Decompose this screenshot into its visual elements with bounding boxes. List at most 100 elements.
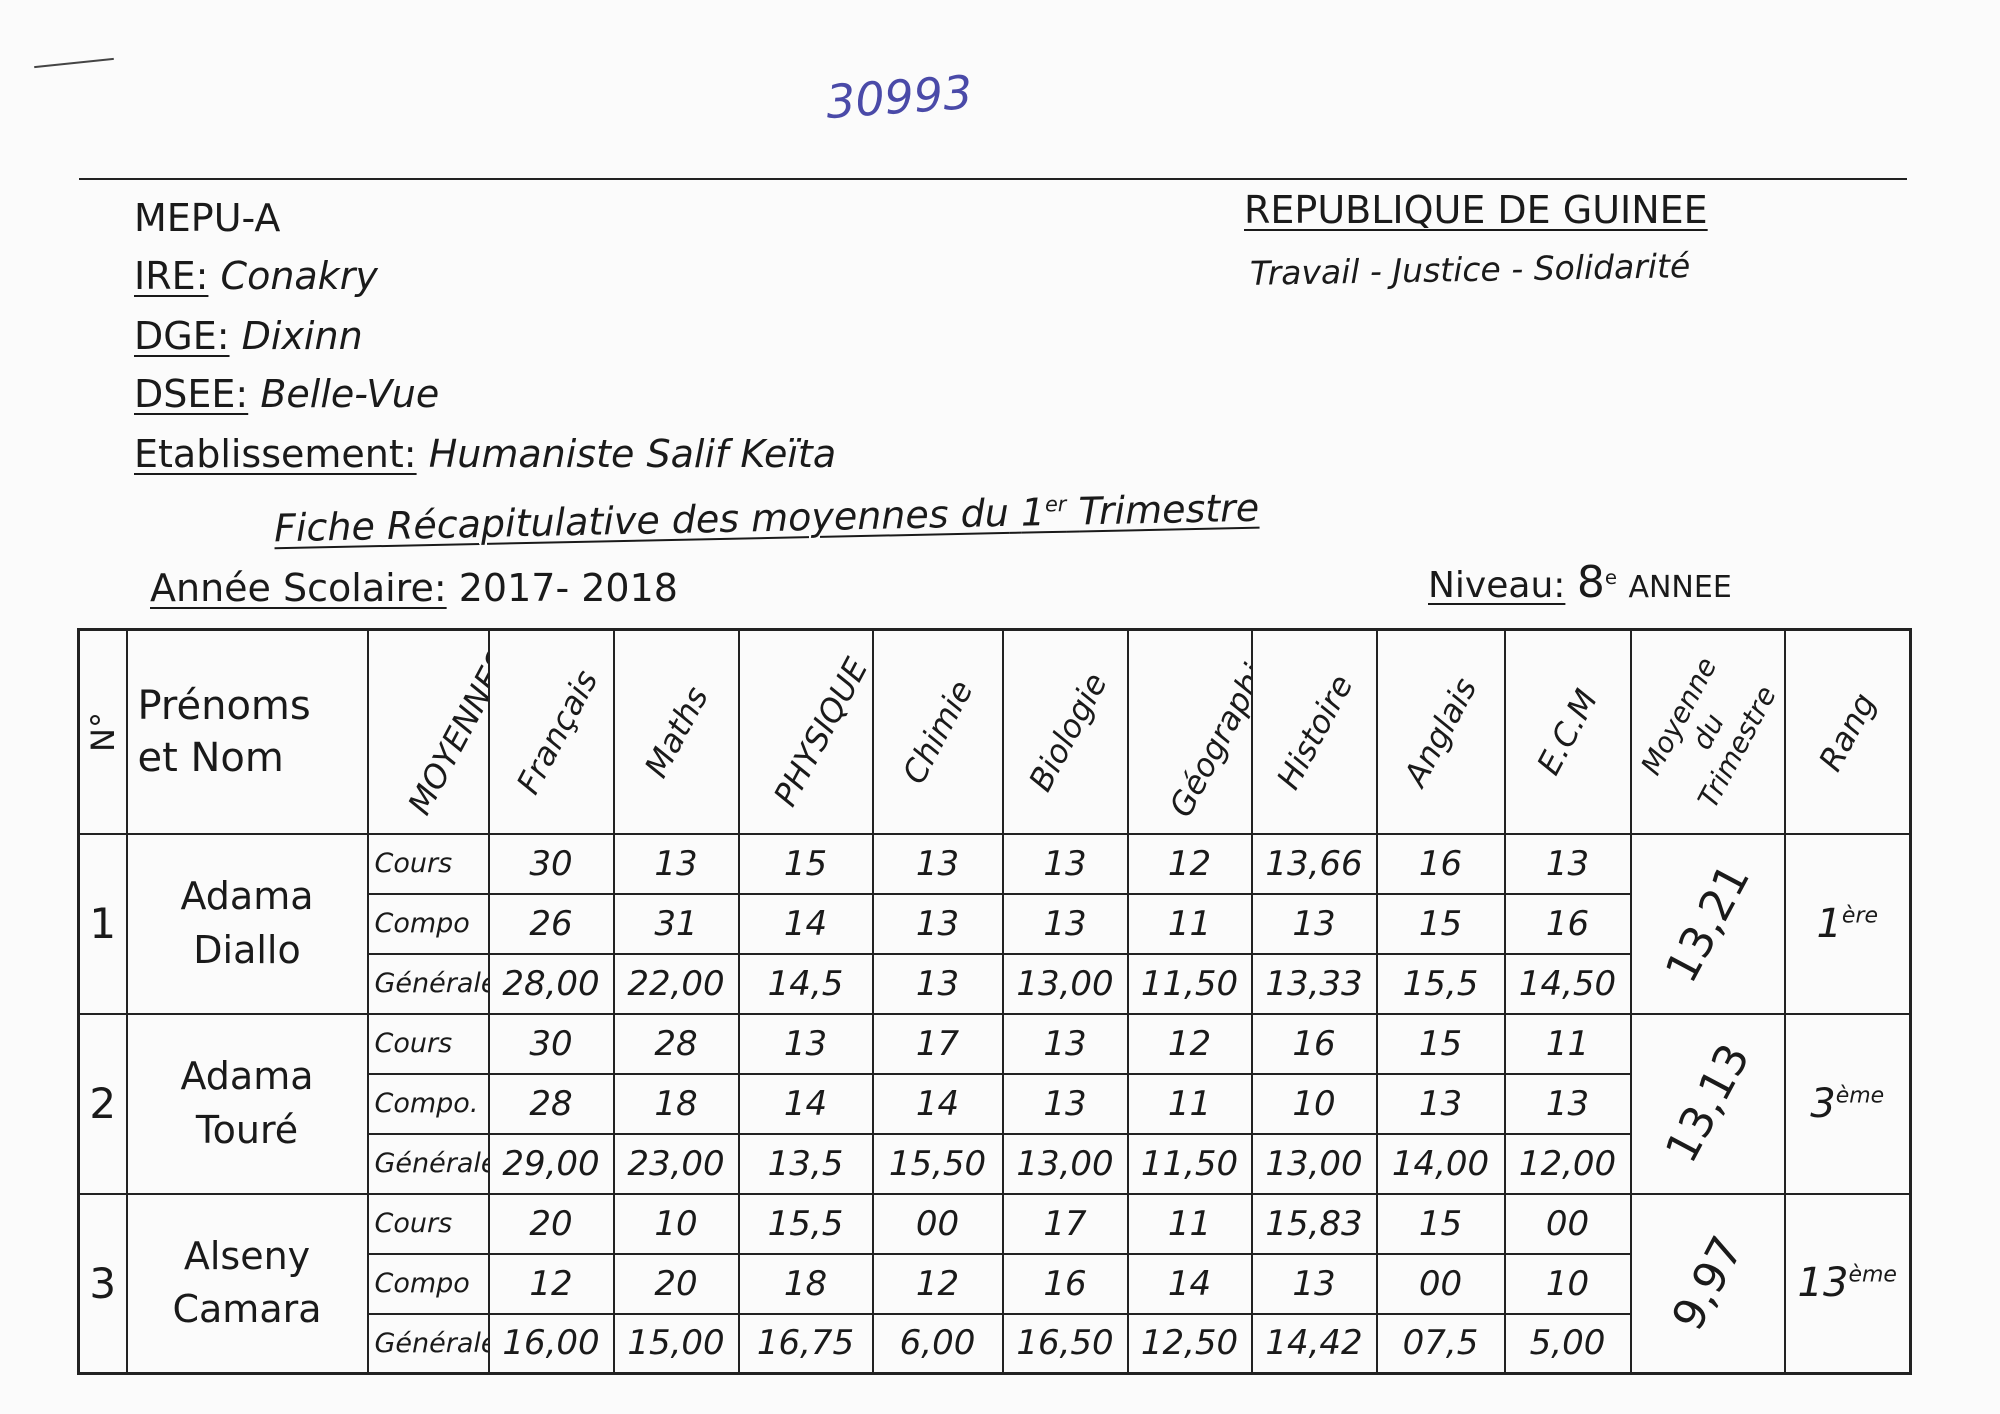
grade: 11,50 bbox=[1126, 952, 1253, 1015]
row-label: Générale bbox=[366, 1132, 490, 1195]
grade: 14,50 bbox=[1503, 952, 1632, 1015]
grade: 16,75 bbox=[737, 1312, 874, 1375]
header-text: N° bbox=[83, 711, 122, 752]
admin-value: Humaniste Salif Keïta bbox=[428, 432, 837, 476]
header-text: Biologie bbox=[1020, 666, 1115, 798]
grade: 13,00 bbox=[1001, 952, 1129, 1015]
column-header: Biologie bbox=[1001, 628, 1129, 835]
admin-value: Dixinn bbox=[241, 314, 363, 358]
grade: 17 bbox=[871, 1012, 1004, 1075]
grade: 14 bbox=[871, 1072, 1004, 1135]
student-row: 1 Adama Diallo Cours 30 13 15 13 13 12 13,66 16 13 13… bbox=[77, 832, 1912, 1015]
grade: 26 bbox=[487, 892, 615, 955]
row-label: Compo. bbox=[366, 1072, 490, 1135]
student-row: Compo 12 20 18 12 16 14 13 00 10 bbox=[79, 1252, 1911, 1315]
row-label: Cours bbox=[366, 832, 490, 895]
grade: 16 bbox=[1001, 1252, 1129, 1315]
column-header: N° bbox=[77, 628, 128, 835]
average: 13,21 bbox=[1655, 855, 1760, 992]
column-header: Français bbox=[487, 628, 615, 835]
grade: 16 bbox=[1503, 892, 1632, 955]
grade: 12 bbox=[1126, 832, 1253, 895]
first-name: Alseny bbox=[183, 1234, 311, 1279]
grade: 11 bbox=[1126, 892, 1253, 955]
rank-suffix: ème bbox=[1848, 1262, 1897, 1288]
grade: 14 bbox=[737, 1072, 874, 1135]
level-grade: 8 bbox=[1576, 557, 1605, 608]
title-text: Fiche Récapitulative des moyennes du bbox=[273, 490, 1010, 551]
rank-number: 13 bbox=[1797, 1260, 1849, 1307]
student-row: Générale 29,00 23,00 13,5 15,50 13,00 11,50 13,… bbox=[79, 1132, 1911, 1195]
row-label: Cours bbox=[366, 1012, 490, 1075]
column-header: Géographie bbox=[1126, 628, 1253, 835]
grade: 18 bbox=[612, 1072, 740, 1135]
student-row: Générale 16,00 15,00 16,75 6,00 16,50 12,50 14,… bbox=[79, 1312, 1911, 1375]
header-text: Moyenne du Trimestre bbox=[1633, 652, 1783, 814]
year-value: 2017- 2018 bbox=[458, 566, 678, 610]
grade: 11 bbox=[1126, 1192, 1253, 1255]
grade: 14 bbox=[737, 892, 874, 955]
grade: 16 bbox=[1375, 832, 1506, 895]
grade: 12 bbox=[1126, 1012, 1253, 1075]
first-name: Adama bbox=[180, 874, 314, 919]
column-header: Rang bbox=[1783, 628, 1912, 835]
motto: Travail - Justice - Solidarité bbox=[1249, 246, 1691, 293]
grade: 00 bbox=[1503, 1192, 1632, 1255]
rank: 3ème bbox=[1783, 1012, 1912, 1195]
student-number: 2 bbox=[77, 1012, 128, 1195]
last-name: Touré bbox=[195, 1107, 299, 1152]
table-head: N° Prénoms et Nom MOYENNES Français Maths PHY… bbox=[77, 628, 1912, 835]
grade: 13 bbox=[1375, 1072, 1506, 1135]
student-row: Compo 26 31 14 13 13 11 13 15 16 bbox=[79, 892, 1911, 955]
grade: 10 bbox=[612, 1192, 740, 1255]
grade: 14 bbox=[1126, 1252, 1253, 1315]
table-body: 1 Adama Diallo Cours 30 13 15 13 13 12 13,66 16 13 13… bbox=[77, 832, 1912, 1375]
student-number: 3 bbox=[77, 1192, 128, 1375]
grade: 15 bbox=[1375, 892, 1506, 955]
term-average: 9,97 bbox=[1629, 1192, 1786, 1375]
grade: 28 bbox=[487, 1072, 615, 1135]
column-header: Chimie bbox=[871, 628, 1004, 835]
column-header: MOYENNES bbox=[366, 628, 490, 835]
level-label: Niveau: bbox=[1428, 565, 1566, 606]
average: 13,13 bbox=[1655, 1035, 1760, 1172]
grade: 15 bbox=[1375, 1192, 1506, 1255]
header-text: Géographie bbox=[1161, 640, 1252, 823]
grade: 00 bbox=[1375, 1252, 1506, 1315]
title-ordinal-sup: er bbox=[1044, 492, 1067, 517]
grade: 13 bbox=[612, 832, 740, 895]
grade: 11,50 bbox=[1126, 1132, 1253, 1195]
last-name: Camara bbox=[172, 1287, 322, 1332]
grade: 16,00 bbox=[487, 1312, 615, 1375]
rank: 13ème bbox=[1783, 1192, 1912, 1375]
grade: 15 bbox=[1375, 1012, 1506, 1075]
grade: 23,00 bbox=[612, 1132, 740, 1195]
grade: 22,00 bbox=[612, 952, 740, 1015]
grade: 13 bbox=[1503, 832, 1632, 895]
column-header: Histoire bbox=[1250, 628, 1378, 835]
grade: 15,83 bbox=[1250, 1192, 1378, 1255]
rank-number: 3 bbox=[1810, 1080, 1836, 1127]
grade: 13 bbox=[1503, 1072, 1632, 1135]
grade: 10 bbox=[1503, 1252, 1632, 1315]
header-text: Anglais bbox=[1396, 671, 1485, 793]
grade: 07,5 bbox=[1375, 1312, 1506, 1375]
admin-label: DSEE: bbox=[134, 372, 249, 416]
grade: 11 bbox=[1503, 1012, 1632, 1075]
grade: 12 bbox=[487, 1252, 615, 1315]
title-ordinal: 1 bbox=[1020, 490, 1046, 535]
grade: 5,00 bbox=[1503, 1312, 1632, 1375]
grade: 13,66 bbox=[1250, 832, 1378, 895]
header-text: E.C.M bbox=[1529, 682, 1606, 781]
admin-value: Belle-Vue bbox=[260, 372, 440, 416]
admin-label: Etablissement: bbox=[134, 432, 417, 476]
grade: 13,5 bbox=[737, 1132, 874, 1195]
grade: 20 bbox=[487, 1192, 615, 1255]
term-average: 13,13 bbox=[1629, 1012, 1786, 1195]
number: 3 bbox=[89, 1258, 117, 1308]
student-row: Compo. 28 18 14 14 13 11 10 13 13 bbox=[79, 1072, 1911, 1135]
stamp-number: 30993 bbox=[824, 64, 975, 130]
doc-title: Fiche Récapitulative des moyennes du 1er… bbox=[274, 486, 1260, 551]
admin-label: IRE: bbox=[134, 254, 209, 298]
header-text: MOYENNES bbox=[399, 642, 489, 821]
